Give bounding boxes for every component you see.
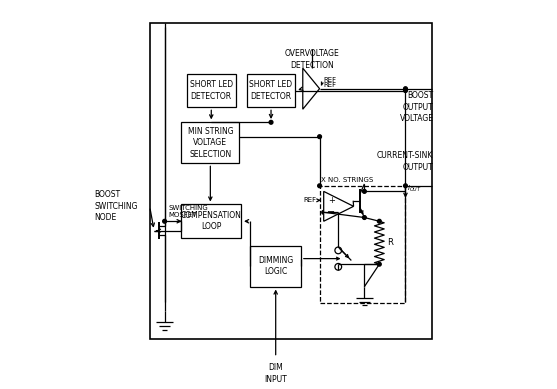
Text: SWITCHING
MOSFET: SWITCHING MOSFET: [168, 205, 208, 217]
Bar: [150, 23, 432, 339]
Text: REF: REF: [304, 197, 316, 203]
Polygon shape: [324, 191, 354, 221]
Bar: [182, 122, 240, 163]
Circle shape: [163, 219, 167, 223]
Circle shape: [269, 121, 273, 124]
Bar: [251, 245, 301, 287]
Text: −: −: [327, 207, 335, 217]
Text: X NO. STRINGS: X NO. STRINGS: [321, 177, 374, 183]
Text: COMPENSATION
LOOP: COMPENSATION LOOP: [181, 211, 242, 231]
Text: MIN STRING
VOLTAGE
SELECTION: MIN STRING VOLTAGE SELECTION: [188, 127, 233, 159]
Text: DIM
INPUT: DIM INPUT: [265, 363, 287, 384]
Circle shape: [404, 87, 407, 91]
Circle shape: [404, 89, 407, 93]
Text: CURRENT-SINK
OUTPUT: CURRENT-SINK OUTPUT: [377, 151, 433, 172]
Bar: [187, 74, 236, 107]
Text: SHORT LED
DETECTOR: SHORT LED DETECTOR: [250, 80, 292, 101]
Text: SHORT LED
DETECTOR: SHORT LED DETECTOR: [190, 80, 233, 101]
Bar: [247, 74, 295, 107]
Text: DIMMING
LOGIC: DIMMING LOGIC: [258, 256, 294, 276]
Circle shape: [363, 216, 367, 219]
Circle shape: [317, 135, 321, 138]
Text: OVERVOLTAGE
DETECTION: OVERVOLTAGE DETECTION: [285, 49, 339, 70]
Circle shape: [404, 184, 407, 187]
Circle shape: [378, 262, 381, 266]
Text: $I_{OUT}$: $I_{OUT}$: [407, 184, 422, 194]
Text: BOOST
SWITCHING
NODE: BOOST SWITCHING NODE: [95, 190, 138, 222]
Circle shape: [363, 189, 367, 193]
Bar: [320, 186, 405, 303]
Text: +: +: [328, 196, 335, 205]
Text: R: R: [387, 238, 393, 247]
Text: REF: REF: [323, 82, 336, 88]
Circle shape: [378, 219, 381, 223]
Circle shape: [322, 210, 325, 214]
Text: REF: REF: [323, 77, 336, 83]
Text: BOOST
OUTPUT
VOLTAGE: BOOST OUTPUT VOLTAGE: [399, 91, 433, 123]
Circle shape: [317, 184, 321, 187]
Bar: [182, 205, 241, 238]
Polygon shape: [303, 68, 320, 109]
